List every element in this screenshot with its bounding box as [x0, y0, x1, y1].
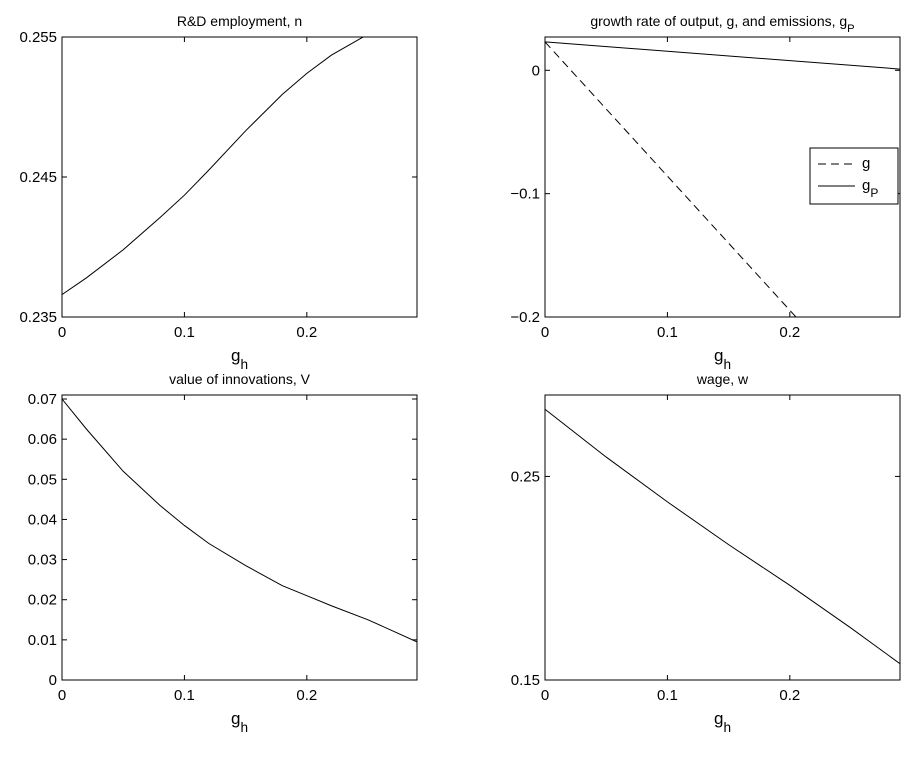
x-tick-label: 0.2: [779, 324, 800, 341]
y-tick-label: 0: [532, 62, 540, 79]
chart-title: R&D employment, n: [177, 13, 302, 29]
x-tick-label: 0.1: [657, 687, 678, 704]
x-tick-label: 0: [541, 324, 549, 341]
y-tick-label: 0.25: [511, 468, 540, 485]
series-line-main: [62, 37, 365, 296]
x-tick-label: 0.2: [296, 324, 317, 341]
chart-panel-4: 0 0.1 0.2 0.15 0.25 wage, w gh: [511, 371, 901, 735]
plot-area: [61, 36, 418, 318]
y-tick-label: 0: [49, 672, 57, 689]
x-tick-label: 0.1: [657, 324, 678, 341]
series-line-g: [545, 41, 797, 317]
chart-panel-2: 0 0.1 0.2 −0.2 −0.1 0 growth rate of output, g…: [510, 13, 901, 372]
y-tick-label: 0.235: [19, 309, 57, 326]
y-tick-label: 0.07: [28, 391, 57, 408]
legend-box: [809, 147, 899, 205]
x-tick-label: 0.2: [779, 687, 800, 704]
chart-title: growth rate of output, g, and emissions,…: [590, 13, 854, 35]
x-tick-label: 0: [58, 687, 66, 704]
y-tick-label: 0.255: [19, 29, 57, 46]
y-tick-label: 0.15: [511, 672, 540, 689]
chart-panel-3: 0 0.1 0.2 0 0.01 0.02 0.03 0.04 0.05 0.06 0.07 valu…: [28, 371, 418, 735]
y-tick-label: 0.04: [28, 511, 57, 528]
series-line-main: [545, 408, 900, 665]
x-axis-label: gh: [231, 346, 248, 372]
x-tick-label: 0: [58, 324, 66, 341]
plot-area: [544, 394, 901, 681]
x-tick-label: 0.1: [174, 324, 195, 341]
y-tick-label: −0.2: [510, 309, 540, 326]
plot-area: [61, 394, 418, 681]
legend-label: gP: [862, 177, 878, 200]
chart-title: value of innovations, V: [169, 371, 311, 387]
x-tick-label: 0.1: [174, 687, 195, 704]
x-tick-label: 0.2: [296, 687, 317, 704]
y-tick-label: 0.01: [28, 632, 57, 649]
x-axis-label: gh: [714, 346, 731, 372]
chart-title: wage, w: [696, 371, 749, 387]
x-tick-label: 0: [541, 687, 549, 704]
y-tick-label: 0.03: [28, 552, 57, 569]
x-axis-label: gh: [231, 709, 248, 735]
series-line-gp: [545, 41, 900, 70]
x-axis-label: gh: [714, 709, 731, 735]
series-line-main: [62, 398, 417, 643]
legend: g gP: [809, 147, 899, 205]
y-tick-label: 0.06: [28, 431, 57, 448]
legend-label: g: [862, 155, 870, 172]
y-tick-label: −0.1: [510, 186, 540, 203]
y-tick-label: 0.05: [28, 471, 57, 488]
chart-panel-1: 0 0.1 0.2 0.235 0.245 0.255 R&D employment, n g…: [19, 13, 418, 372]
y-tick-label: 0.02: [28, 592, 57, 609]
y-tick-label: 0.245: [19, 169, 57, 186]
